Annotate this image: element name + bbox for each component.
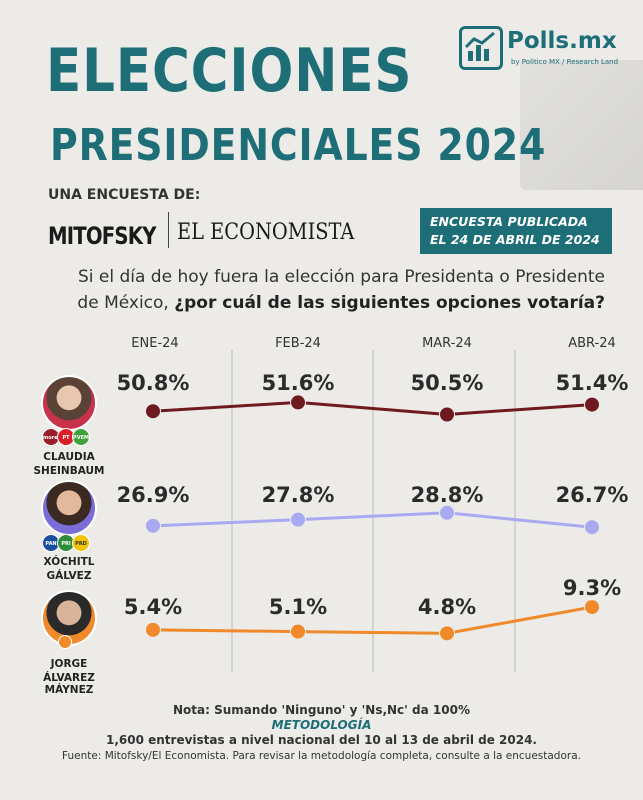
data-point xyxy=(290,623,306,640)
data-point xyxy=(439,504,455,521)
candidate-name-line-2: SHEINBAUM xyxy=(33,465,105,477)
candidate-name-line-2: ÁLVAREZ MÁYNEZ xyxy=(43,672,95,696)
methodology-title: METODOLOGÍA xyxy=(271,718,372,732)
data-point xyxy=(584,519,600,536)
sheinbaum-photo xyxy=(41,375,97,431)
series-line xyxy=(152,605,593,635)
line-chart: ENE-24 FEB-24 MAR-24 ABR-24 50.8% 51.6% 50.5% 5… xyxy=(117,336,629,672)
data-point xyxy=(290,511,306,528)
data-label: 26.9% xyxy=(117,483,190,507)
data-point xyxy=(290,394,306,411)
methodology-text: 1,600 entrevistas a nivel nacional del 1… xyxy=(105,733,537,747)
candidate-sheinbaum: CLAUDIA SHEINBAUM xyxy=(24,375,114,477)
party-badge: PRD xyxy=(72,534,90,552)
candidate-name-line-1: XÓCHITL xyxy=(43,556,95,568)
polls-mx-brand: Polls.mx by Politico MX / Research Land xyxy=(459,26,629,74)
brand-name: Polls.mx xyxy=(507,28,617,54)
data-point xyxy=(584,599,600,616)
data-point xyxy=(439,625,455,642)
ballot-hand-image xyxy=(520,60,643,190)
data-label: 9.3% xyxy=(563,576,621,600)
data-label: 50.8% xyxy=(117,371,190,395)
survey-question: Si el día de hoy fuera la elección para … xyxy=(40,264,605,316)
data-point xyxy=(145,403,161,420)
title-line-2: PRESIDENCIALES 2024 xyxy=(50,120,547,171)
x-tick-label: ABR-24 xyxy=(568,336,616,351)
data-label: 27.8% xyxy=(262,483,335,507)
data-label: 28.8% xyxy=(411,483,484,507)
data-label: 5.4% xyxy=(124,595,182,619)
mitofsky-logo: MITOFSKY xyxy=(48,222,156,250)
data-label: 26.7% xyxy=(556,483,629,507)
coalition-badges-sheinbaum: morenaPT PVEM xyxy=(42,424,90,446)
publication-date-box: ENCUESTA PUBLICADA EL 24 DE ABRIL DE 202… xyxy=(420,208,612,254)
x-tick-label: MAR-24 xyxy=(422,336,472,351)
survey-by-label: UNA ENCUESTA DE: xyxy=(48,187,201,203)
logo-divider xyxy=(168,212,169,248)
data-label: 51.4% xyxy=(556,371,629,395)
question-part-3: ¿por cuál de las siguientes opciones vot… xyxy=(174,293,605,313)
source-text: Fuente: Mitofsky/El Economista. Para rev… xyxy=(62,750,581,762)
candidate-name-line-2: GÁLVEZ xyxy=(46,570,92,582)
data-point xyxy=(439,406,455,423)
candidate-name-line-1: JORGE xyxy=(50,658,88,670)
publication-line-1: ENCUESTA PUBLICADA xyxy=(430,214,588,229)
polls-mx-logo-icon xyxy=(459,26,503,70)
question-part-1: Si el día de hoy fuera la elección para … xyxy=(77,267,605,287)
coalition-badges-galvez: PAN PRI PRD xyxy=(42,530,90,552)
brand-subtitle: by Politico MX / Research Land xyxy=(511,58,619,66)
publication-line-2: EL 24 DE ABRIL DE 2024 xyxy=(430,232,600,247)
series-line xyxy=(152,400,593,417)
party-badge: PVEM xyxy=(72,428,90,446)
question-part-2: de México, xyxy=(77,293,175,313)
party-badge-mc xyxy=(58,634,72,653)
data-point xyxy=(145,517,161,534)
data-point xyxy=(584,396,600,413)
title-line-1: ELECCIONES xyxy=(46,36,413,106)
data-label: 50.5% xyxy=(411,371,484,395)
note-text: Nota: Sumando 'Ninguno' y 'Ns,Nc' da 100… xyxy=(173,703,470,717)
el-economista-logo: EL ECONOMISTA xyxy=(177,220,355,245)
series-line xyxy=(152,511,593,529)
x-tick-label: FEB-24 xyxy=(275,336,321,351)
data-label: 4.8% xyxy=(418,595,476,619)
candidate-name-line-1: CLAUDIA xyxy=(43,451,95,463)
x-tick-label: ENE-24 xyxy=(131,336,178,351)
data-point xyxy=(145,621,161,638)
data-label: 5.1% xyxy=(269,595,327,619)
data-label: 51.6% xyxy=(262,371,335,395)
movimiento-ciudadano-icon xyxy=(58,635,72,649)
